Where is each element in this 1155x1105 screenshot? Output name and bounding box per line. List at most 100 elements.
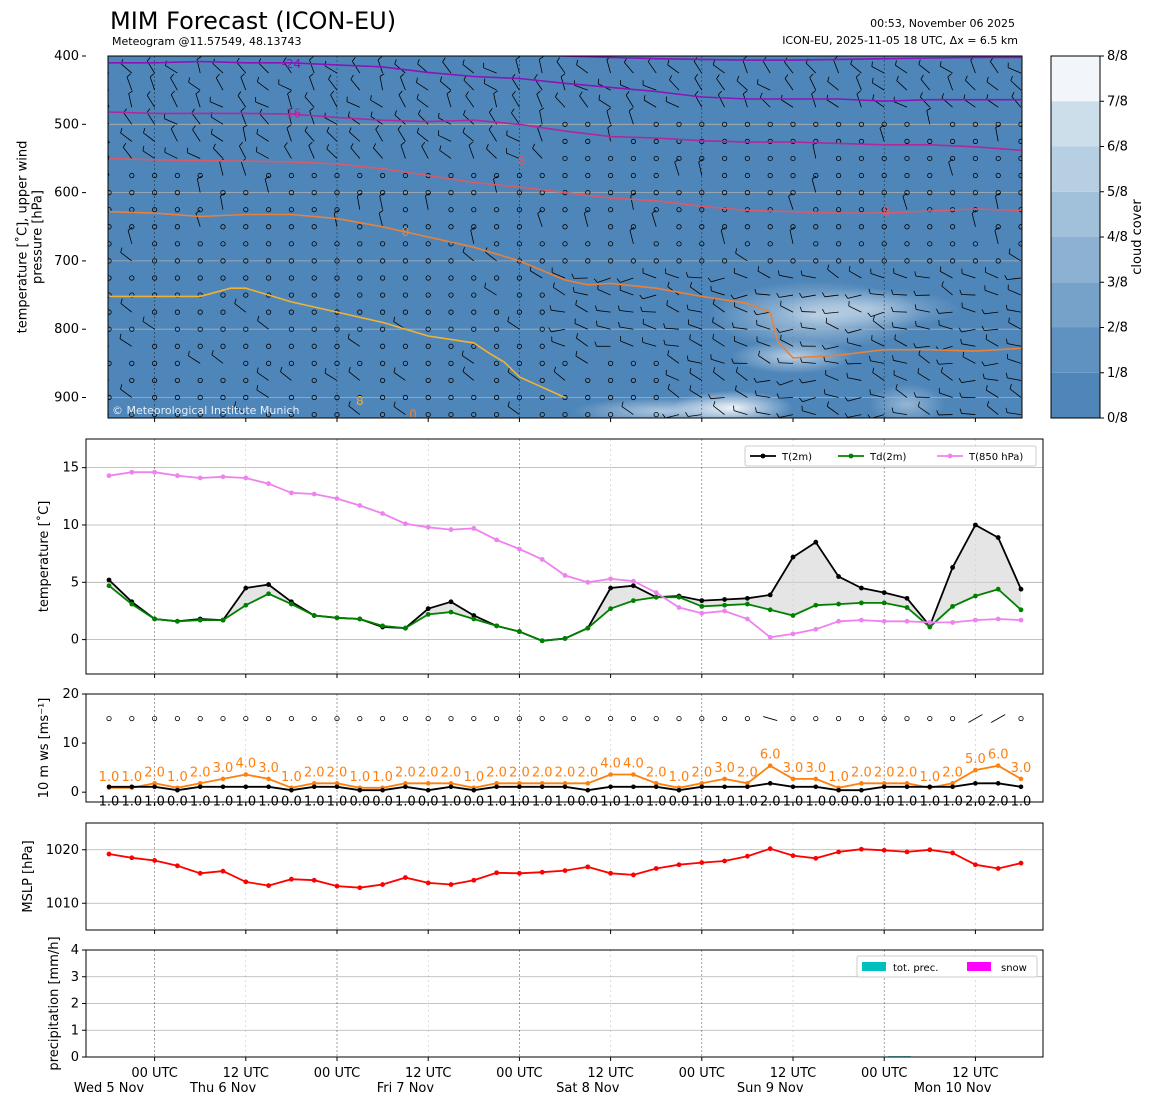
temp-series-point [790,554,796,560]
wind-barb-flag [393,367,396,373]
temp-series-point [197,475,203,481]
calm-circle [425,343,431,349]
wind-series-point [357,787,363,793]
wind-barb [1008,322,1022,330]
wind-barb [939,392,953,398]
wind-barb-flag [895,384,898,390]
wind-barb-flag [418,109,421,115]
calm-circle [311,258,317,264]
wind-barb-flag [416,93,419,99]
wind-series-point [813,776,819,782]
calm-circle [585,377,591,384]
page-title: MIM Forecast (ICON-EU) [110,7,397,35]
colorbar-band [1051,56,1100,102]
wind-barb-flag [630,192,636,197]
calm-circle [129,411,135,418]
wind-barb [346,101,360,108]
wind-barb [720,230,725,244]
wind-barb [154,56,155,57]
wind-barb [713,64,725,74]
wind-barb [870,311,885,318]
temp-series-point [266,591,271,597]
wind-barb-flag [120,384,123,390]
page-subtitle: Meteogram @11.57549, 48.13743 [112,35,302,48]
wind-series-point [334,784,340,790]
wind-barb-flag [846,337,849,343]
calm-circle [493,411,500,418]
wind-barb [108,345,110,347]
wind-barb [630,195,634,210]
calm-circle [174,343,180,349]
wind-barb [397,129,406,142]
calm-circle [379,394,386,401]
wind-series-point [722,776,727,782]
wind-barb-flag [712,59,715,65]
colorbar-tick-label: 5/8 [1107,185,1128,200]
calm-circle [790,224,796,230]
calm-circle [927,207,933,213]
wind-barb-flag [97,368,98,373]
wind-barb [219,161,224,176]
wind-barb [713,405,725,415]
wind-barb [778,397,794,399]
wind-barb [442,61,452,74]
calm-circle [904,121,910,127]
wind-barb [583,213,589,227]
gust-data-label: 1.0 [463,770,484,785]
gust-data-label: 2.0 [874,765,895,780]
calm-circle [129,224,135,230]
calm-circle [197,326,203,332]
calm-circle [243,292,249,298]
temp-series-point [380,623,385,629]
wind-barb [515,59,520,74]
wind-barb-flag [463,110,466,116]
wind-barb [108,413,110,415]
temp-series-point [220,617,226,623]
calm-circle [949,190,956,196]
wind-barb [304,130,315,142]
wind-barb [596,325,611,330]
calm-circle [493,309,500,315]
calm-circle [585,121,591,127]
wind-barb [541,56,543,57]
wind-barb-flag [215,73,220,79]
wind-barb-flag [286,124,292,129]
calm-circle [108,258,112,264]
calm-circle [84,207,88,211]
wind-series-point [539,781,545,786]
mslp-point [562,868,568,874]
wind-barb [75,304,87,312]
calm-circle [174,224,180,230]
temp-series-point [995,616,1001,622]
wind-barb-flag [556,41,558,45]
temp-series-point [334,615,340,621]
wind-barb-flag [777,270,780,276]
isotherm-line [109,287,566,399]
wind-barb [564,56,565,57]
wind-barb [78,62,86,73]
wind-barb [651,213,657,227]
wind-barb [710,397,725,400]
calm-circle [288,190,294,196]
wind-barb [779,380,794,386]
wind-barb [784,61,794,74]
wind-barb-flag [694,90,699,96]
wind-barb-flag [143,127,146,134]
calm-circle [972,190,979,196]
wind-barb [847,414,862,418]
calm-circle [220,411,226,418]
calm-circle [152,224,158,230]
wind-barb-flag [594,341,597,347]
gust-data-label: 6.0 [988,748,1009,763]
wind-series-point [425,787,431,793]
wind-series-point [311,781,317,786]
wind-barb-flag [234,401,237,407]
wind-barb-flag [512,90,516,96]
wind-barb [348,405,361,415]
wind-barb [309,76,315,91]
wind-series-point [403,784,408,790]
wind-series-point [585,787,591,793]
wind-barb [780,305,794,313]
calm-circle [425,360,431,366]
calm-circle [334,241,340,247]
